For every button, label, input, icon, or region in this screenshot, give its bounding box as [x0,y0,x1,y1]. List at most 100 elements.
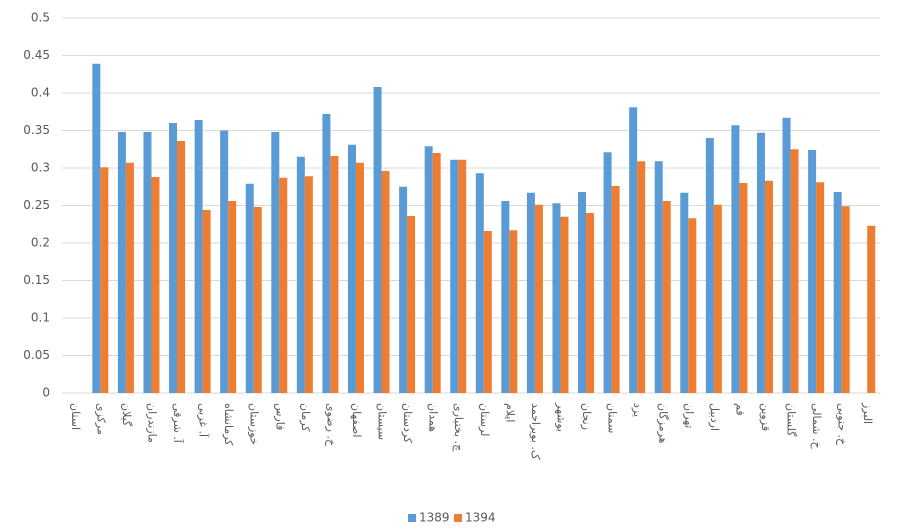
x-tick-label: آ. غربی [197,403,211,438]
bar [296,156,305,393]
bar [245,183,254,393]
bar [202,210,211,393]
bar [424,146,433,393]
y-tick-label: 0.1 [31,311,50,325]
bar [764,180,773,393]
bar [373,87,382,393]
bar [808,150,817,393]
bar [271,132,280,393]
bar [790,149,799,393]
x-tick-label: البرز [861,402,874,424]
x-tick-label: خ. جنوبی [836,403,849,446]
bar [304,176,313,393]
bar [603,152,612,393]
x-tick-label: کرمان [299,403,312,432]
x-tick-label: همدان [427,403,440,432]
x-tick-label: کرمانشاه [222,403,235,446]
bar [739,183,748,393]
bar [194,120,203,393]
x-tick-label: قم [733,403,746,416]
bar [841,206,850,393]
bar [399,186,408,393]
x-tick-label: مرکزی [94,403,107,435]
bar [833,192,842,393]
bar [100,167,109,393]
y-tick-label: 0 [42,386,50,400]
bar [220,130,229,393]
bar [867,225,876,393]
bar [330,156,339,393]
bar [534,204,543,393]
bar [381,171,390,393]
legend-swatch [408,514,416,522]
y-tick-label: 0.3 [31,161,50,175]
bar [501,201,510,393]
x-tick-label: فارس [273,403,286,430]
x-tick-label: آ. شرقی [171,403,185,444]
bar [483,231,492,393]
bar [92,63,101,393]
bar [662,201,671,393]
x-tick-label: اصفهان [350,403,363,437]
bar [169,123,178,393]
bar [552,203,561,393]
x-tick-label: لرستان [478,403,491,436]
bar [151,177,160,393]
y-tick-label: 0.35 [23,123,50,137]
y-tick-label: 0.4 [31,86,50,100]
x-tick-label: اردبیل [708,403,721,431]
x-tick-label: خ. رضوی [324,403,337,447]
bar [816,182,825,393]
bar [355,162,364,393]
x-tick-label: خ. شمالی [810,403,823,449]
x-tick-label: زنجان [580,403,593,430]
x-tick-label: کردستان [401,403,414,444]
bar [475,173,484,393]
x-tick-label: هرمزگان [657,403,670,444]
y-tick-label: 0.2 [31,236,50,250]
x-tick-label: تهران [682,403,695,428]
x-tick-label: گیلان [120,403,133,427]
x-tick-label: بوشهر [554,402,567,432]
x-tick-label: یزد [631,403,644,417]
bar [680,192,689,393]
bar [228,201,237,393]
legend-swatch [454,514,462,522]
bar [279,177,288,393]
bar [629,107,638,393]
bar [705,138,714,393]
x-tick-label: استان [69,403,82,430]
bar [637,161,646,393]
legend-label: 1394 [465,511,496,525]
y-tick-label: 0.45 [23,48,50,62]
bar [143,132,152,393]
x-tick-label: چ. بختیاری [452,403,465,452]
bar [347,144,356,393]
y-tick-label: 0.25 [23,198,50,212]
bar [407,216,416,393]
bar [322,114,331,393]
x-tick-label: سیستان [376,403,389,440]
bar [578,192,587,393]
bar [560,216,569,393]
y-tick-label: 0.5 [31,11,50,25]
y-tick-label: 0.15 [23,273,50,287]
bar [458,159,467,393]
bar [117,132,126,393]
bar [253,207,262,393]
bar [611,186,620,393]
bar [654,161,663,393]
bar [432,153,441,393]
x-tick-label: سمنان [606,403,619,433]
bar [586,213,595,393]
bar [125,162,134,393]
bar [509,230,518,393]
bar [177,141,186,393]
bar [782,117,791,393]
bar [526,192,535,393]
y-tick-label: 0.05 [23,348,50,362]
x-tick-label: مازندران [145,403,158,443]
bar [688,218,697,393]
x-tick-label: قزوین [759,403,772,431]
